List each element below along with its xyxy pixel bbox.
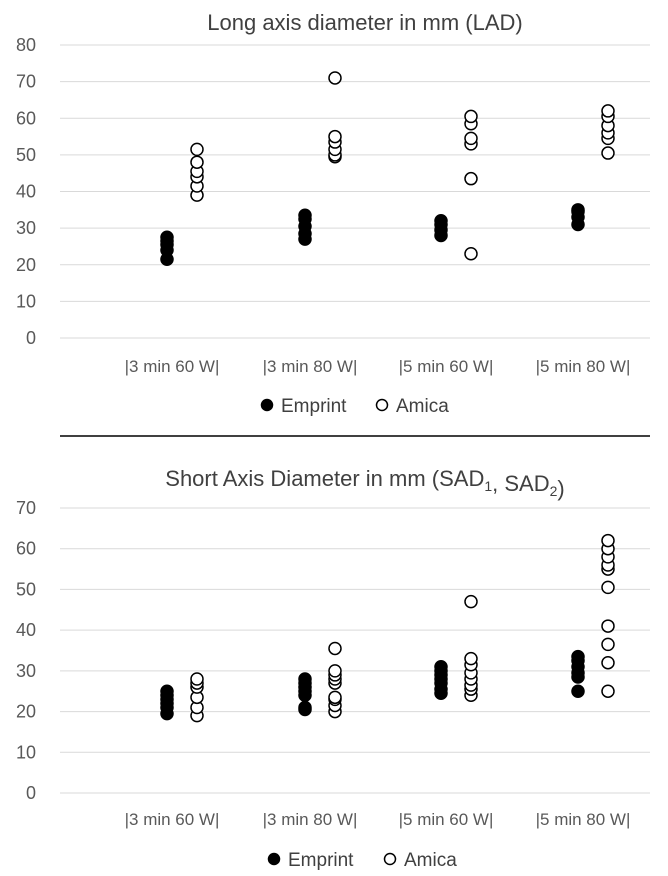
legend-label: Emprint bbox=[288, 850, 354, 871]
x-category-label: |3 min 80 W| bbox=[263, 357, 358, 376]
emprint-point bbox=[571, 203, 585, 217]
amica-point bbox=[601, 637, 615, 652]
y-tick-label: 40 bbox=[16, 182, 36, 202]
amica-point bbox=[328, 71, 342, 85]
y-tick-label: 0 bbox=[26, 783, 36, 803]
amica-point bbox=[601, 104, 615, 118]
amica-point bbox=[464, 109, 478, 124]
amica-point bbox=[464, 594, 478, 609]
legend-label: Amica bbox=[404, 850, 457, 871]
amica-point bbox=[328, 690, 342, 705]
x-category-label: |5 min 80 W| bbox=[536, 357, 631, 376]
y-tick-label: 50 bbox=[16, 145, 36, 165]
legend-marker bbox=[375, 398, 389, 412]
chart-title: Long axis diameter in mm (LAD) bbox=[207, 10, 522, 35]
emprint-point bbox=[571, 649, 585, 664]
sad-chart: Short Axis Diameter in mm (SAD1, SAD2) 0 1… bbox=[16, 466, 650, 871]
y-tick-label: 20 bbox=[16, 702, 36, 722]
y-tick-label: 0 bbox=[26, 328, 36, 348]
legend-marker bbox=[267, 852, 281, 866]
y-tick-label: 70 bbox=[16, 498, 36, 518]
amica-point bbox=[190, 155, 204, 169]
amica-point bbox=[464, 171, 478, 186]
x-category-label: |5 min 80 W| bbox=[536, 810, 631, 829]
amica-point bbox=[601, 146, 615, 160]
x-category-label: |3 min 60 W| bbox=[125, 810, 220, 829]
y-tick-label: 60 bbox=[16, 539, 36, 559]
y-tick-label: 10 bbox=[16, 742, 36, 762]
x-category-label: |5 min 60 W| bbox=[399, 810, 494, 829]
lad-chart: Long axis diameter in mm (LAD) 0 10 20 30 40 5… bbox=[16, 10, 650, 417]
x-category-label: |5 min 60 W| bbox=[399, 357, 494, 376]
amica-point bbox=[464, 651, 478, 666]
emprint-point bbox=[298, 672, 312, 686]
y-tick-label: 80 bbox=[16, 35, 36, 55]
y-tick-label: 30 bbox=[16, 218, 36, 238]
amica-point bbox=[601, 580, 615, 595]
legend-label: Emprint bbox=[281, 396, 347, 417]
emprint-point bbox=[160, 684, 174, 698]
emprint-point bbox=[571, 684, 585, 698]
y-tick-label: 60 bbox=[16, 108, 36, 128]
legend-label: Amica bbox=[396, 396, 449, 417]
amica-point bbox=[464, 247, 478, 261]
y-tick-label: 50 bbox=[16, 579, 36, 599]
amica-point bbox=[601, 619, 615, 633]
y-tick-label: 10 bbox=[16, 291, 36, 311]
y-tick-label: 40 bbox=[16, 620, 36, 640]
emprint-point bbox=[298, 208, 312, 223]
chart-title: Short Axis Diameter in mm (SAD1, SAD2) bbox=[165, 466, 564, 501]
y-tick-label: 70 bbox=[16, 72, 36, 92]
emprint-point bbox=[434, 660, 448, 674]
amica-point bbox=[601, 655, 615, 670]
emprint-point bbox=[434, 214, 448, 228]
legend-marker bbox=[260, 398, 274, 412]
amica-point bbox=[601, 533, 615, 548]
amica-point bbox=[601, 684, 615, 698]
amica-point bbox=[190, 142, 204, 157]
emprint-point bbox=[298, 700, 312, 715]
y-tick-label: 30 bbox=[16, 661, 36, 681]
amica-point bbox=[328, 641, 342, 656]
amica-point bbox=[328, 129, 342, 144]
y-tick-label: 20 bbox=[16, 255, 36, 275]
amica-point bbox=[190, 672, 204, 686]
amica-point bbox=[464, 131, 478, 146]
emprint-point bbox=[160, 230, 174, 245]
x-category-label: |3 min 60 W| bbox=[125, 357, 220, 376]
amica-point bbox=[328, 664, 342, 678]
legend-marker bbox=[383, 852, 397, 866]
x-category-label: |3 min 80 W| bbox=[263, 810, 358, 829]
